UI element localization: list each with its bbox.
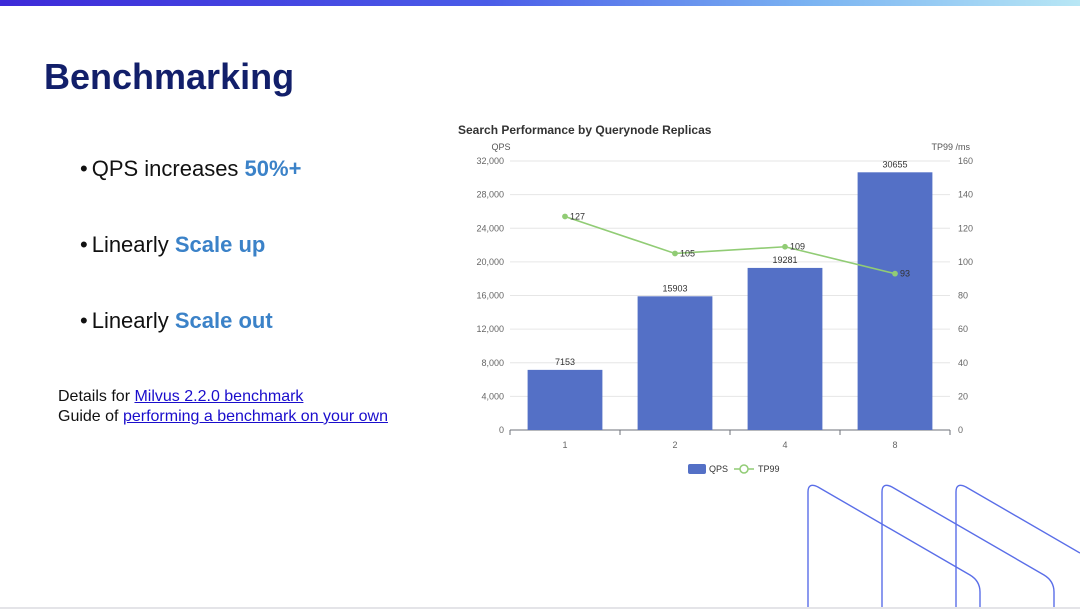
- benchmark-guide-link[interactable]: performing a benchmark on your own: [122, 408, 388, 425]
- x-tick-label: 8: [892, 440, 897, 450]
- x-tick-label: 1: [562, 440, 567, 450]
- y2-tick-label: 0: [958, 425, 963, 435]
- line-point-tp99: [562, 213, 568, 220]
- search-performance-chart: Search Performance by Querynode Replicas…: [458, 123, 973, 474]
- y-tick-label: 12,000: [476, 324, 504, 334]
- bullet-text: QPS increases: [91, 156, 245, 181]
- y2-tick-label: 80: [958, 291, 968, 301]
- y-tick-label: 28,000: [476, 190, 504, 200]
- y2-tick-label: 40: [958, 358, 968, 368]
- bottom-border: [0, 607, 1080, 609]
- y-tick-label: 20,000: [476, 257, 504, 267]
- bullet-highlight: Scale out: [174, 308, 273, 333]
- bar-data-label: 30655: [882, 159, 907, 169]
- y2-tick-label: 20: [958, 391, 968, 401]
- y2-tick-label: 120: [958, 223, 973, 233]
- y2-axis-label: TP99 /ms: [931, 142, 970, 152]
- line-point-tp99: [782, 243, 788, 250]
- line-data-label: 93: [900, 269, 910, 279]
- bullet-dot: •: [80, 308, 88, 333]
- y-tick-label: 16,000: [476, 291, 504, 301]
- line-data-label: 109: [790, 242, 805, 252]
- y-tick-label: 24,000: [476, 223, 504, 233]
- details-benchmark-line: Details for Milvus 2.2.0 benchmark: [58, 388, 303, 406]
- y-axis-label: QPS: [491, 142, 510, 152]
- bullet-dot: •: [80, 156, 88, 181]
- bullet-text: Linearly: [91, 232, 175, 257]
- bullet-scale-out: • Linearly Scale out: [80, 308, 273, 334]
- y2-tick-label: 160: [958, 156, 973, 166]
- legend-swatch-tp99-marker: [739, 464, 749, 474]
- legend-label-tp99: TP99: [758, 464, 780, 474]
- bar-qps: [527, 369, 603, 430]
- bar-qps: [857, 172, 933, 431]
- y2-tick-label: 60: [958, 324, 968, 334]
- y-tick-label: 8,000: [481, 358, 504, 368]
- legend-label-qps: QPS: [709, 464, 728, 474]
- top-gradient-bar: [0, 0, 1080, 6]
- deco-line-2: [881, 484, 1055, 609]
- y-tick-label: 0: [499, 425, 504, 435]
- bullet-qps: • QPS increases 50%+: [80, 156, 301, 182]
- milvus-benchmark-link[interactable]: Milvus 2.2.0 benchmark: [134, 388, 304, 405]
- details-guide-line: Guide of performing a benchmark on your …: [58, 408, 388, 426]
- slide-title: Benchmarking: [44, 56, 295, 97]
- line-point-tp99: [892, 270, 898, 277]
- bar-qps: [747, 267, 823, 430]
- bullet-dot: •: [80, 232, 88, 257]
- line-tp99: [564, 215, 896, 275]
- deco-line-1: [807, 484, 981, 609]
- line-data-label: 105: [680, 248, 695, 258]
- bar-data-label: 15903: [662, 283, 687, 293]
- y2-tick-label: 100: [958, 257, 973, 267]
- details-prefix: Details for: [58, 388, 135, 405]
- legend-swatch-qps: [688, 464, 706, 474]
- bullet-highlight: Scale up: [174, 232, 266, 257]
- deco-line-3: [955, 484, 1080, 609]
- bar-data-label: 19281: [772, 255, 797, 265]
- chart-title: Search Performance by Querynode Replicas: [458, 123, 712, 137]
- line-point-tp99: [672, 250, 678, 257]
- y2-tick-label: 140: [958, 190, 973, 200]
- bar-qps: [637, 296, 713, 430]
- x-tick-label: 4: [782, 440, 787, 450]
- x-tick-label: 2: [672, 440, 677, 450]
- bullet-scale-up: • Linearly Scale up: [80, 232, 265, 258]
- line-data-label: 127: [570, 211, 585, 221]
- details-prefix: Guide of: [58, 408, 123, 425]
- bar-data-label: 7153: [555, 357, 575, 367]
- decorative-lines: [807, 484, 1080, 609]
- bullet-highlight: 50%+: [244, 156, 302, 181]
- bullet-text: Linearly: [91, 308, 175, 333]
- y-tick-label: 32,000: [476, 156, 504, 166]
- y-tick-label: 4,000: [481, 391, 504, 401]
